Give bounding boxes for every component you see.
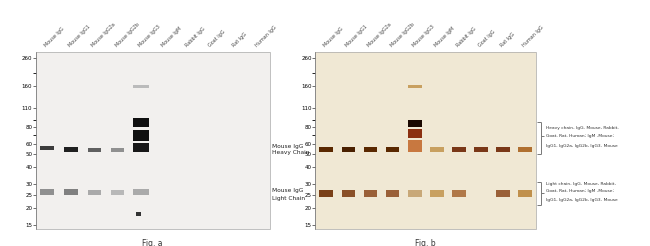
Bar	[385, 190, 400, 197]
Bar	[88, 148, 101, 152]
Text: Mouse IgG3: Mouse IgG3	[138, 24, 161, 48]
Bar	[452, 147, 466, 152]
Text: Heavy chain- IgG- Mouse, Rabbit,: Heavy chain- IgG- Mouse, Rabbit,	[546, 126, 619, 130]
Text: Rabbit IgG: Rabbit IgG	[185, 26, 206, 48]
Text: Mouse IgG2b: Mouse IgG2b	[389, 22, 415, 48]
Bar	[111, 148, 124, 152]
Text: Goat IgG: Goat IgG	[478, 29, 497, 48]
Text: Mouse IgG2a: Mouse IgG2a	[91, 22, 117, 48]
Bar	[136, 213, 141, 216]
Bar	[385, 147, 400, 152]
Text: Heavy Chain: Heavy Chain	[272, 150, 309, 154]
Text: Goat, Rat, Human; IgM -Mouse;: Goat, Rat, Human; IgM -Mouse;	[546, 134, 614, 138]
Text: Mouse IgM: Mouse IgM	[434, 26, 456, 48]
Bar	[319, 147, 333, 152]
Bar	[408, 140, 422, 152]
Text: IgG1, IgG2a, IgG2b, IgG3- Mouse: IgG1, IgG2a, IgG2b, IgG3- Mouse	[546, 198, 618, 202]
Bar	[408, 190, 422, 197]
Text: Human IgG: Human IgG	[522, 25, 545, 48]
Text: IgG1, IgG2a, IgG2b, IgG3- Mouse: IgG1, IgG2a, IgG2b, IgG3- Mouse	[546, 144, 618, 148]
Bar	[64, 147, 78, 152]
Bar	[133, 85, 149, 88]
Bar	[363, 190, 378, 197]
Text: Light Chain: Light Chain	[272, 196, 305, 201]
Bar	[133, 118, 149, 127]
Bar	[430, 147, 444, 152]
Bar	[40, 189, 55, 195]
Bar	[341, 147, 356, 152]
Bar	[64, 189, 78, 195]
Text: Light chain- IgG- Mouse, Rabbit,: Light chain- IgG- Mouse, Rabbit,	[546, 182, 616, 186]
Bar	[408, 85, 422, 88]
Bar	[133, 143, 149, 152]
Text: Goat IgG: Goat IgG	[208, 29, 227, 48]
Bar	[111, 190, 124, 195]
Bar	[518, 147, 532, 152]
Bar	[88, 190, 101, 195]
Text: Human IgG: Human IgG	[255, 25, 278, 48]
Bar	[496, 147, 510, 152]
Text: Rat IgG: Rat IgG	[231, 31, 248, 48]
Text: Fig. b: Fig. b	[415, 239, 436, 246]
Text: Mouse IgG1: Mouse IgG1	[345, 24, 369, 48]
Bar	[341, 190, 356, 197]
Text: Mouse IgG2b: Mouse IgG2b	[114, 22, 140, 48]
Bar	[452, 190, 466, 197]
Bar	[430, 190, 444, 197]
Text: Rabbit IgG: Rabbit IgG	[456, 26, 477, 48]
Text: Mouse IgG: Mouse IgG	[272, 144, 304, 149]
Bar	[474, 147, 488, 152]
Bar	[518, 190, 532, 197]
Text: Mouse IgG2a: Mouse IgG2a	[367, 22, 393, 48]
Text: Mouse IgG: Mouse IgG	[272, 188, 304, 193]
Bar	[133, 189, 149, 195]
Bar	[40, 146, 55, 150]
Text: Mouse IgG3: Mouse IgG3	[411, 24, 435, 48]
Bar	[408, 129, 422, 138]
Text: Fig. a: Fig. a	[142, 239, 163, 246]
Text: Rat IgG: Rat IgG	[500, 31, 516, 48]
Text: Mouse IgG: Mouse IgG	[44, 26, 66, 48]
Text: Mouse IgM: Mouse IgM	[161, 26, 183, 48]
Bar	[133, 130, 149, 141]
Text: Goat, Rat, Human; IgM -Mouse;: Goat, Rat, Human; IgM -Mouse;	[546, 189, 614, 194]
Bar	[496, 190, 510, 197]
Bar	[319, 190, 333, 197]
Bar	[408, 120, 422, 127]
Bar	[363, 147, 378, 152]
Text: Mouse IgG: Mouse IgG	[323, 26, 345, 48]
Text: Mouse IgG1: Mouse IgG1	[68, 24, 91, 48]
